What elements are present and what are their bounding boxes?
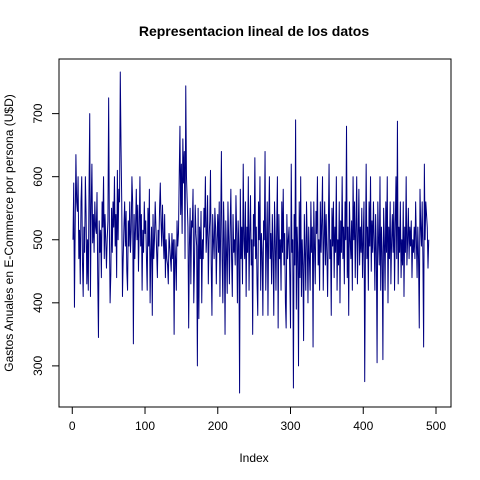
y-tick-label: 500: [31, 229, 45, 249]
x-axis: 0 100 200 300 400 500: [69, 406, 446, 433]
x-tick-label: 200: [208, 419, 228, 433]
y-tick-label: 400: [31, 292, 45, 312]
x-tick-label: 0: [69, 419, 76, 433]
data-series-line: [72, 71, 430, 394]
x-axis-label: Index: [239, 451, 268, 465]
y-tick-label: 700: [31, 103, 45, 123]
y-axis-label: Gastos Anuales en E-Commerce por persona…: [2, 94, 16, 371]
y-tick-label: 300: [31, 356, 45, 376]
x-tick-label: 100: [135, 419, 155, 433]
y-tick-label: 600: [31, 166, 45, 186]
x-tick-label: 300: [280, 419, 300, 433]
y-axis: 300 400 500 600 700: [31, 103, 60, 376]
chart-title: Representacion lineal de los datos: [139, 23, 370, 39]
x-tick-label: 400: [353, 419, 373, 433]
x-tick-label: 500: [426, 419, 446, 433]
